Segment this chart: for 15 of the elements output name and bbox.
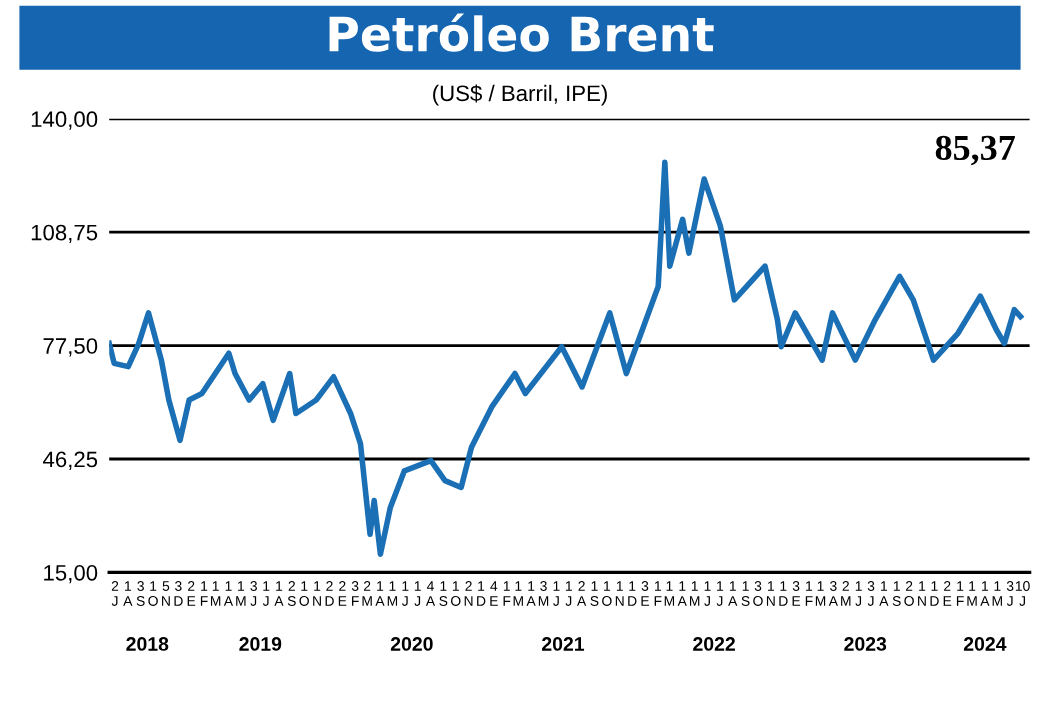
x2-tick-label: 2020 [390, 637, 433, 651]
y-tick-label: 140,00 [31, 111, 98, 130]
x2-tick-label: 2018 [126, 637, 169, 651]
annotation: 85,37 [935, 135, 1015, 166]
y-tick-label: 46,25 [43, 451, 98, 470]
y-tick-label: 77,50 [43, 338, 98, 357]
x2-tick-label: 2024 [963, 637, 1007, 651]
y-tick-label: 15,00 [44, 564, 98, 584]
x2-tick-label: 2019 [239, 637, 282, 651]
chart-title: Petróleo Brent [329, 13, 714, 52]
chart-subtitle: (US$ / Barril, IPE) [433, 84, 607, 106]
x2-tick-label: 2022 [693, 637, 735, 651]
y-tick-label: 108,75 [31, 224, 98, 244]
x2-tick-label: 2023 [844, 637, 887, 651]
x2-tick-label: 2021 [542, 637, 585, 651]
